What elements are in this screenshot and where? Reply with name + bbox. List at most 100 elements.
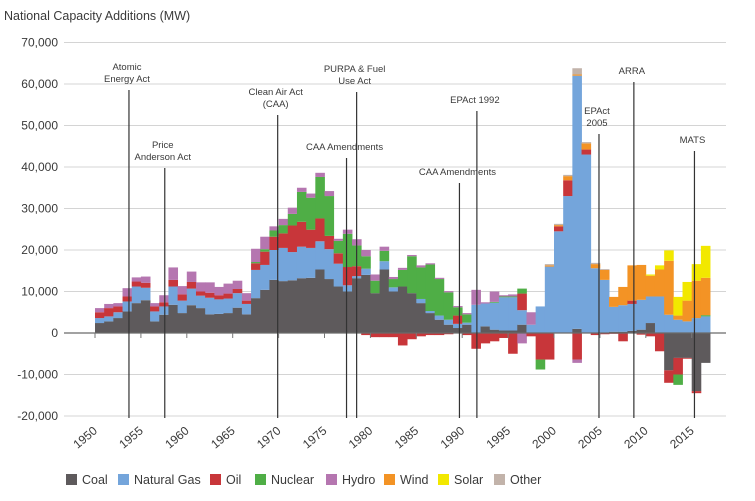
bar-coal-1954 <box>131 303 142 333</box>
bar-natural-gas-1977 <box>342 285 353 292</box>
bar-natural-gas-2016 <box>700 316 711 333</box>
y-tick-label: 20,000 <box>21 243 58 257</box>
bar-hydro-1972 <box>296 187 307 192</box>
bar-natural-gas-1958 <box>168 286 179 305</box>
bar-coal-1974 <box>315 269 325 333</box>
bar-natural-gas-1979 <box>361 268 371 275</box>
bar-natural-gas-1965 <box>232 293 243 308</box>
chart-title: National Capacity Additions (MW) <box>4 9 190 23</box>
bar-oil-1969 <box>269 236 279 250</box>
bar-oil-1990 <box>462 333 472 336</box>
bar-oil-1971 <box>287 225 298 253</box>
bar-hydro-1965 <box>232 280 243 290</box>
bar-oil-2002 <box>572 333 582 360</box>
bar-oil-2015 <box>691 391 702 394</box>
bar-natural-gas-2010 <box>645 296 656 324</box>
bar-natural-gas-1963 <box>214 299 224 314</box>
bar-hydro-1995 <box>508 294 518 297</box>
bar-hydro-1968 <box>260 236 270 250</box>
bar-natural-gas-2007 <box>618 305 628 332</box>
bar-other-2000 <box>554 223 564 226</box>
bar-natural-gas-2009 <box>636 299 647 330</box>
x-tick-label: 1960 <box>162 423 192 451</box>
bar-natural-gas-1976 <box>333 263 344 287</box>
bar-oil-1977 <box>342 267 353 286</box>
bar-coal-1993 <box>489 329 500 333</box>
bar-nuclear-1975 <box>324 196 335 236</box>
bar-natural-gas-2013 <box>673 319 683 333</box>
bar-nuclear-1974 <box>315 176 325 219</box>
bar-oil-2005 <box>599 333 610 335</box>
bar-natural-gas-1991 <box>471 304 481 333</box>
bar-oil-1991 <box>471 333 481 349</box>
bar-oil-1999 <box>544 333 555 360</box>
bar-wind-2006 <box>609 296 619 307</box>
bar-hydro-1986 <box>425 263 436 265</box>
bar-wind-2015 <box>691 280 702 319</box>
bar-coal-1968 <box>260 289 270 333</box>
bar-other-2005 <box>599 269 610 270</box>
bar-natural-gas-1959 <box>177 300 188 314</box>
bar-hydro-1976 <box>333 238 344 241</box>
annotation-label: PURPA & Fuel <box>324 64 386 75</box>
bar-oil-1996 <box>517 293 527 311</box>
legend-swatch <box>210 474 221 485</box>
bar-hydro-1960 <box>186 271 197 282</box>
annotation: MATS <box>680 135 705 418</box>
bar-solar-2014 <box>682 281 693 301</box>
bar-hydro-1959 <box>177 286 188 295</box>
bar-hydro-1950 <box>95 308 105 313</box>
legend-swatch <box>255 474 266 485</box>
bar-natural-gas-2001 <box>563 196 573 333</box>
bar-wind-2002 <box>572 74 582 76</box>
bar-natural-gas-1964 <box>223 298 234 314</box>
bar-hydro-1974 <box>315 172 325 177</box>
bar-nuclear-1982 <box>388 279 399 288</box>
bar-oil-1993 <box>489 333 500 342</box>
bar-nuclear-1977 <box>342 233 353 268</box>
bar-nuclear-1967 <box>251 262 261 264</box>
bar-wind-2008 <box>627 265 638 301</box>
bar-other-2002 <box>572 68 582 75</box>
bar-nuclear-1986 <box>425 264 436 312</box>
bar-oil-1980 <box>370 333 380 338</box>
bar-coal-1984 <box>407 293 417 333</box>
gridlines <box>64 42 726 417</box>
bar-coal-1987 <box>434 319 445 333</box>
y-tick-label: 10,000 <box>21 285 58 299</box>
bar-hydro-1993 <box>489 291 500 302</box>
bar-solar-2012 <box>664 250 674 261</box>
y-tick-label: 30,000 <box>21 202 58 216</box>
legend-label: Oil <box>226 473 241 487</box>
bar-natural-gas-1955 <box>140 287 151 301</box>
x-tick-label: 1990 <box>438 423 468 451</box>
bar-oil-1986 <box>425 333 436 336</box>
bar-wind-2009 <box>636 264 647 300</box>
bar-coal-1951 <box>104 321 114 333</box>
bar-coal-2008 <box>627 330 638 333</box>
annotation: EPAct 1992 <box>450 95 500 418</box>
bar-coal-1961 <box>195 308 206 333</box>
bar-coal-1958 <box>168 304 179 333</box>
bar-nuclear-1989 <box>453 307 463 316</box>
bar-oil-1979 <box>361 333 371 336</box>
legend-swatch <box>326 474 337 485</box>
annotation: ARRA <box>619 66 646 418</box>
annotation-label: CAA Amendments <box>419 167 496 178</box>
legend-item-solar: Solar <box>438 473 483 487</box>
bar-oil-1960 <box>186 281 197 289</box>
annotation-label: CAA Amendments <box>306 142 383 153</box>
bar-hydro-1961 <box>195 282 206 292</box>
bar-natural-gas-1957 <box>159 306 169 315</box>
bar-natural-gas-2008 <box>627 303 638 331</box>
x-tick-label: 2000 <box>529 423 559 451</box>
y-tick-label: 50,000 <box>21 119 58 133</box>
bar-natural-gas-1986 <box>425 311 436 314</box>
bar-natural-gas-1998 <box>535 306 546 333</box>
bar-natural-gas-1985 <box>416 298 426 304</box>
bar-natural-gas-2003 <box>581 154 592 333</box>
bar-coal-1992 <box>480 326 491 333</box>
bar-coal-1996 <box>517 324 527 333</box>
bar-hydro-1962 <box>205 282 215 293</box>
